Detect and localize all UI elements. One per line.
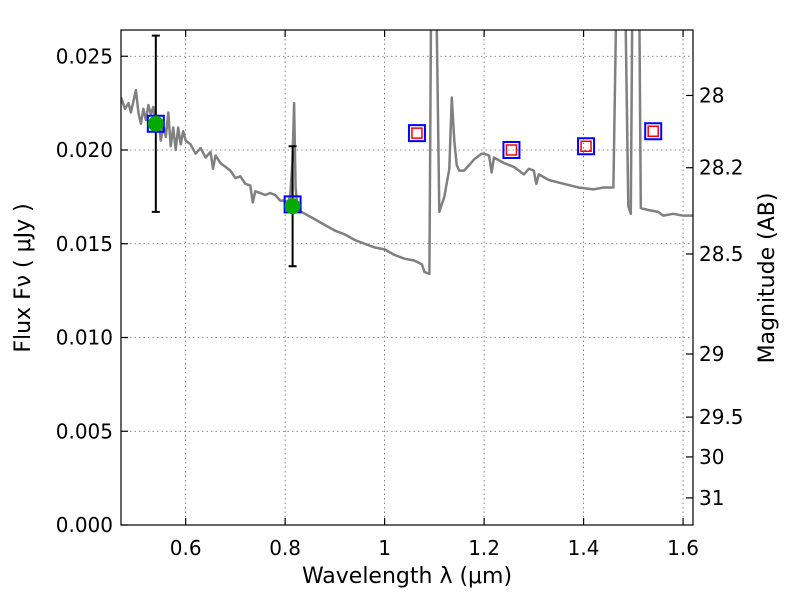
y-axis-title: Flux Fν ( μJy ) bbox=[11, 203, 36, 352]
model-band-square bbox=[577, 137, 596, 156]
upper-limit-square bbox=[647, 125, 659, 137]
y-tick-label: 0.025 bbox=[56, 44, 113, 68]
y-tick-label: 0.015 bbox=[56, 232, 113, 256]
measured-point bbox=[284, 198, 301, 215]
x-tick-label: 1.2 bbox=[468, 536, 500, 560]
y-tick-label: 0.005 bbox=[56, 419, 113, 443]
spectrum-line bbox=[121, 30, 693, 276]
x-tick-label: 1 bbox=[378, 536, 391, 560]
model-band-square bbox=[644, 122, 663, 141]
plot-frame bbox=[120, 29, 694, 526]
mag-tick-label: 28.5 bbox=[699, 242, 744, 266]
markers bbox=[146, 34, 663, 268]
mag-tick-label: 28.2 bbox=[699, 156, 744, 180]
y-tick-label: 0.000 bbox=[56, 513, 113, 537]
axes: 0.6 0.8 1 1.2 1.4 1.6 0.000 0.005 0.010 0.015 0.02… bbox=[56, 30, 744, 560]
x-tick-label: 0.8 bbox=[269, 536, 301, 560]
x-axis-title: Wavelength λ (μm) bbox=[302, 564, 512, 589]
upper-limit-square bbox=[580, 140, 592, 152]
mag-tick-label: 31 bbox=[699, 486, 724, 510]
plot-area bbox=[121, 30, 693, 276]
upper-limit-square bbox=[505, 144, 518, 156]
model-band-square bbox=[407, 124, 426, 143]
mag-tick-label: 29.5 bbox=[699, 405, 744, 429]
y-tick-label: 0.010 bbox=[56, 326, 113, 350]
x-tick-label: 1.6 bbox=[667, 536, 699, 560]
model-band-square bbox=[502, 141, 521, 159]
x-tick-label: 1.4 bbox=[568, 536, 600, 560]
measured-point bbox=[147, 115, 164, 132]
mag-tick-label: 29 bbox=[699, 342, 724, 366]
mag-tick-label: 28 bbox=[699, 83, 724, 107]
upper-limit-square bbox=[411, 127, 423, 139]
y-tick-label: 0.020 bbox=[56, 138, 113, 162]
x-tick-label: 0.6 bbox=[170, 536, 202, 560]
mag-tick-label: 30 bbox=[699, 445, 724, 469]
y2-axis-title: Magnitude (AB) bbox=[755, 193, 780, 364]
